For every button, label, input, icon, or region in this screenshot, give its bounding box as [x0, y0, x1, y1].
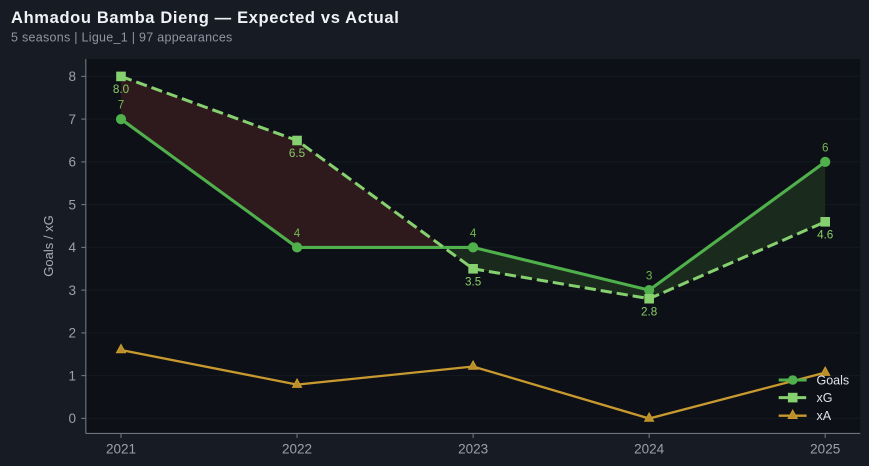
svg-text:xG: xG [817, 391, 833, 405]
svg-text:Ahmadou Bamba Dieng — Expected: Ahmadou Bamba Dieng — Expected vs Actual [11, 9, 399, 27]
svg-text:5 seasons | Ligue_1 | 97 appea: 5 seasons | Ligue_1 | 97 appearances [11, 31, 233, 45]
svg-text:4: 4 [294, 227, 301, 240]
svg-text:0: 0 [68, 411, 76, 426]
svg-text:5: 5 [68, 197, 76, 212]
svg-text:2: 2 [68, 326, 76, 341]
svg-text:2025: 2025 [810, 442, 840, 457]
svg-text:xA: xA [817, 409, 832, 423]
svg-text:3.5: 3.5 [465, 275, 482, 288]
svg-text:6: 6 [822, 142, 829, 155]
svg-text:6: 6 [68, 155, 76, 170]
svg-text:8: 8 [68, 69, 76, 84]
svg-text:8.0: 8.0 [113, 83, 130, 96]
svg-text:2024: 2024 [634, 442, 665, 457]
svg-text:3: 3 [68, 283, 76, 298]
svg-text:Goals / xG: Goals / xG [41, 215, 56, 276]
svg-text:2021: 2021 [106, 442, 136, 457]
svg-text:2023: 2023 [458, 442, 488, 457]
svg-text:7: 7 [118, 99, 125, 112]
svg-text:Goals: Goals [817, 373, 850, 387]
svg-text:2.8: 2.8 [641, 305, 657, 318]
svg-text:4: 4 [470, 227, 477, 240]
svg-text:7: 7 [68, 112, 76, 127]
svg-text:2022: 2022 [282, 442, 312, 457]
svg-text:3: 3 [646, 270, 653, 283]
svg-text:1: 1 [68, 368, 76, 383]
svg-text:4.6: 4.6 [817, 228, 833, 241]
svg-text:4: 4 [68, 240, 76, 255]
svg-text:6.5: 6.5 [289, 147, 306, 160]
